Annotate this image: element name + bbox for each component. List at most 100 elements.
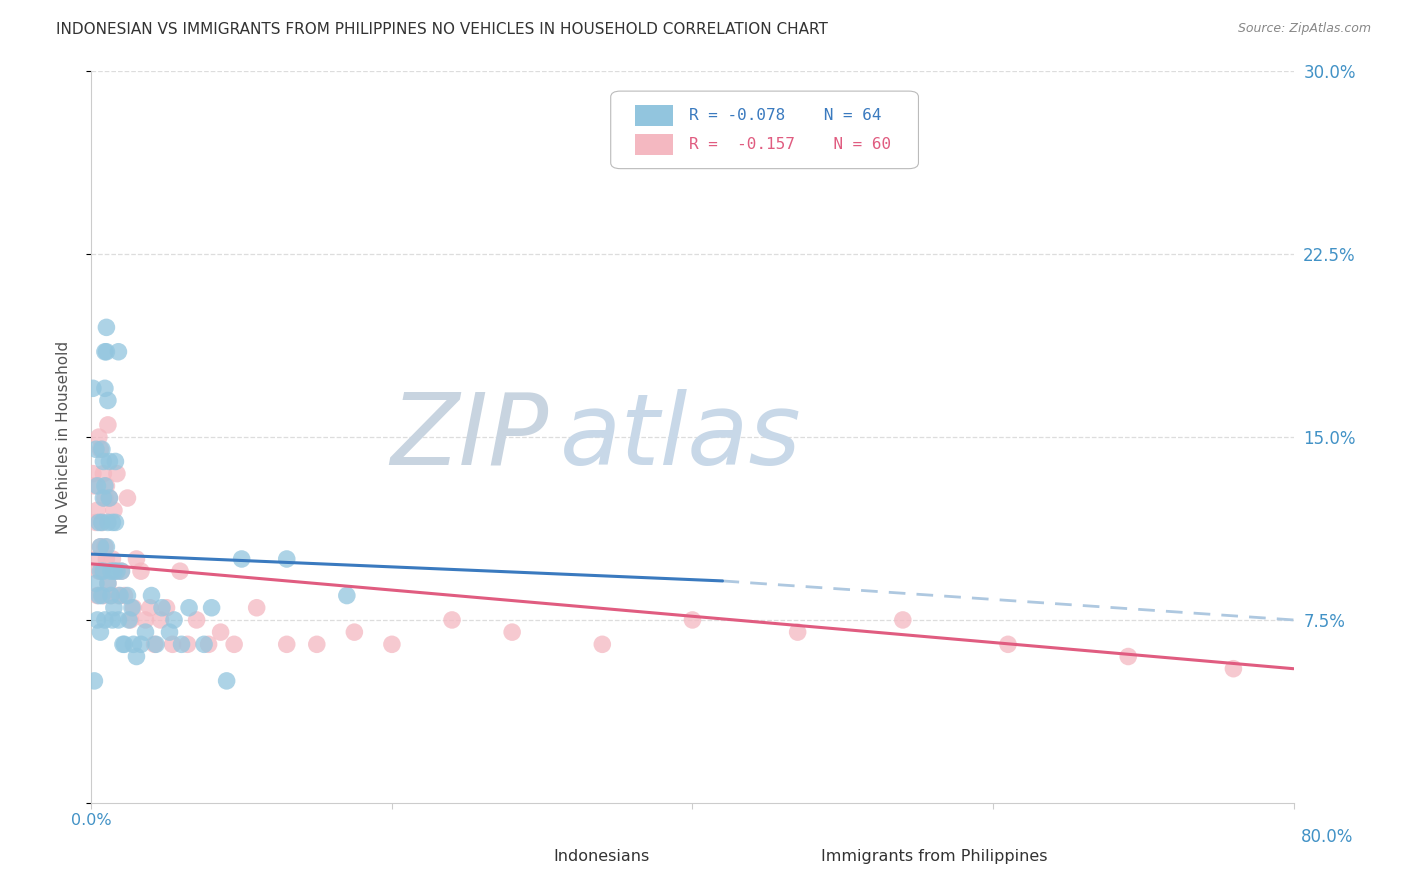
Point xyxy=(83,479,105,493)
Point xyxy=(155,600,177,615)
Point xyxy=(96,344,118,359)
Point xyxy=(305,637,328,651)
Point xyxy=(162,637,184,651)
Point xyxy=(163,613,186,627)
Point xyxy=(110,564,132,578)
Point xyxy=(440,613,463,627)
Point xyxy=(111,637,134,651)
Point xyxy=(129,564,152,578)
Point xyxy=(89,540,111,554)
Point xyxy=(96,540,118,554)
Point xyxy=(193,637,215,651)
Point xyxy=(104,564,127,578)
Point xyxy=(100,589,122,603)
Point xyxy=(89,540,111,554)
Point xyxy=(101,613,124,627)
Point xyxy=(120,613,142,627)
Point xyxy=(101,552,124,566)
Point xyxy=(94,540,117,554)
Bar xyxy=(634,134,673,154)
Point xyxy=(122,600,145,615)
Point xyxy=(94,381,117,395)
Point xyxy=(336,589,359,603)
Point xyxy=(139,600,162,615)
Point xyxy=(84,552,107,566)
Point xyxy=(100,564,122,578)
Y-axis label: No Vehicles in Household: No Vehicles in Household xyxy=(56,341,70,533)
Point xyxy=(143,637,166,651)
Point xyxy=(89,442,111,457)
Point xyxy=(82,381,104,395)
Text: Source: ZipAtlas.com: Source: ZipAtlas.com xyxy=(1237,22,1371,36)
Point xyxy=(215,673,238,688)
Point xyxy=(501,625,523,640)
Point xyxy=(84,442,107,457)
Point xyxy=(96,479,118,493)
Text: ZIP: ZIP xyxy=(389,389,548,485)
Point xyxy=(90,564,112,578)
Point xyxy=(86,589,108,603)
Point xyxy=(98,454,121,468)
Point xyxy=(1222,662,1244,676)
Point xyxy=(105,564,128,578)
Point xyxy=(84,576,107,591)
Point xyxy=(83,673,105,688)
Point xyxy=(150,600,173,615)
Point xyxy=(90,589,112,603)
Point xyxy=(343,625,366,640)
Point xyxy=(786,625,808,640)
Point xyxy=(97,393,120,408)
Point xyxy=(134,613,156,627)
Point xyxy=(108,589,131,603)
Point xyxy=(1116,649,1139,664)
Point xyxy=(170,637,193,651)
Point xyxy=(84,516,107,530)
Point xyxy=(125,649,148,664)
Point xyxy=(94,491,117,505)
Point xyxy=(93,491,115,505)
Point xyxy=(118,613,141,627)
Text: R =  -0.157    N = 60: R = -0.157 N = 60 xyxy=(689,136,891,152)
Point xyxy=(97,576,120,591)
Point xyxy=(90,516,112,530)
Point xyxy=(117,589,139,603)
Point xyxy=(100,589,122,603)
Point xyxy=(103,564,125,578)
Point xyxy=(87,430,110,444)
Point xyxy=(104,516,127,530)
Point xyxy=(197,637,219,651)
Point xyxy=(117,491,139,505)
Text: Indonesians: Indonesians xyxy=(553,848,650,863)
Point xyxy=(86,503,108,517)
Point xyxy=(246,600,269,615)
Point xyxy=(114,589,136,603)
Point xyxy=(98,491,121,505)
Point xyxy=(891,613,914,627)
Point xyxy=(101,516,124,530)
Point xyxy=(97,516,120,530)
Point xyxy=(276,637,298,651)
Text: 80.0%: 80.0% xyxy=(1301,828,1353,846)
Point xyxy=(145,637,167,651)
Point xyxy=(201,600,224,615)
Text: Immigrants from Philippines: Immigrants from Philippines xyxy=(821,848,1047,863)
Point xyxy=(93,589,115,603)
Point xyxy=(186,613,208,627)
Point xyxy=(276,552,298,566)
Point xyxy=(107,589,129,603)
Point xyxy=(89,564,111,578)
Point xyxy=(93,454,115,468)
Point xyxy=(231,552,253,566)
Point xyxy=(381,637,404,651)
Point xyxy=(159,625,181,640)
Point xyxy=(141,589,163,603)
FancyBboxPatch shape xyxy=(610,91,918,169)
Point xyxy=(224,637,246,651)
Point xyxy=(87,516,110,530)
Point xyxy=(121,600,143,615)
Point xyxy=(90,442,112,457)
Point xyxy=(103,600,125,615)
Point xyxy=(149,613,172,627)
Bar xyxy=(634,105,673,126)
Point xyxy=(90,516,112,530)
